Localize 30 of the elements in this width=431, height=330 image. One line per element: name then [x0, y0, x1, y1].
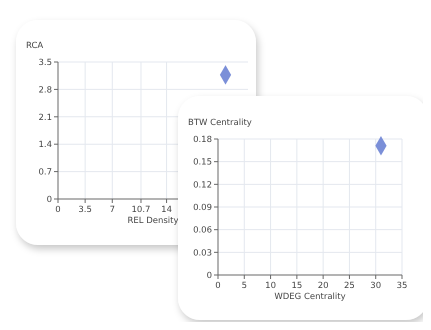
y-tick-label: 0 [46, 195, 52, 205]
y-tick-label: 2.1 [38, 112, 52, 123]
x-axis-title: WDEG Centrality [274, 292, 346, 302]
x-tick-label: 5 [242, 281, 247, 291]
y-tick-label: 0.06 [193, 226, 212, 236]
y-tick-label: 0.7 [38, 168, 52, 178]
x-tick-label: 7 [110, 205, 115, 215]
x-tick-label: 20 [318, 281, 329, 291]
x-tick-label: 0 [55, 205, 61, 215]
y-axis-title: BTW Centrality [188, 118, 252, 128]
x-tick-label: 14 [161, 205, 172, 215]
x-tick-label: 35 [396, 281, 408, 291]
y-tick-label: 0 [206, 271, 212, 281]
x-tick-label: 15 [291, 281, 302, 291]
x-tick-label: 10.7 [132, 205, 150, 215]
y-tick-label: 0.18 [193, 135, 212, 145]
x-tick-label: 30 [370, 281, 382, 291]
x-tick-label: 25 [344, 281, 355, 291]
y-axis-title: RCA [26, 41, 44, 51]
y-tick-label: 0.09 [193, 203, 212, 213]
y-tick-label: 1.4 [38, 140, 52, 150]
x-tick-label: 3.5 [78, 205, 92, 215]
y-tick-label: 3.5 [38, 58, 52, 68]
x-tick-label: 10 [265, 281, 276, 291]
y-tick-label: 2.8 [38, 85, 52, 96]
x-tick-label: 0 [215, 281, 221, 291]
y-tick-label: 0.15 [193, 158, 212, 168]
x-axis-title: REL Density [127, 216, 179, 226]
y-tick-label: 0.12 [193, 180, 212, 190]
y-tick-label: 0.03 [193, 248, 212, 258]
